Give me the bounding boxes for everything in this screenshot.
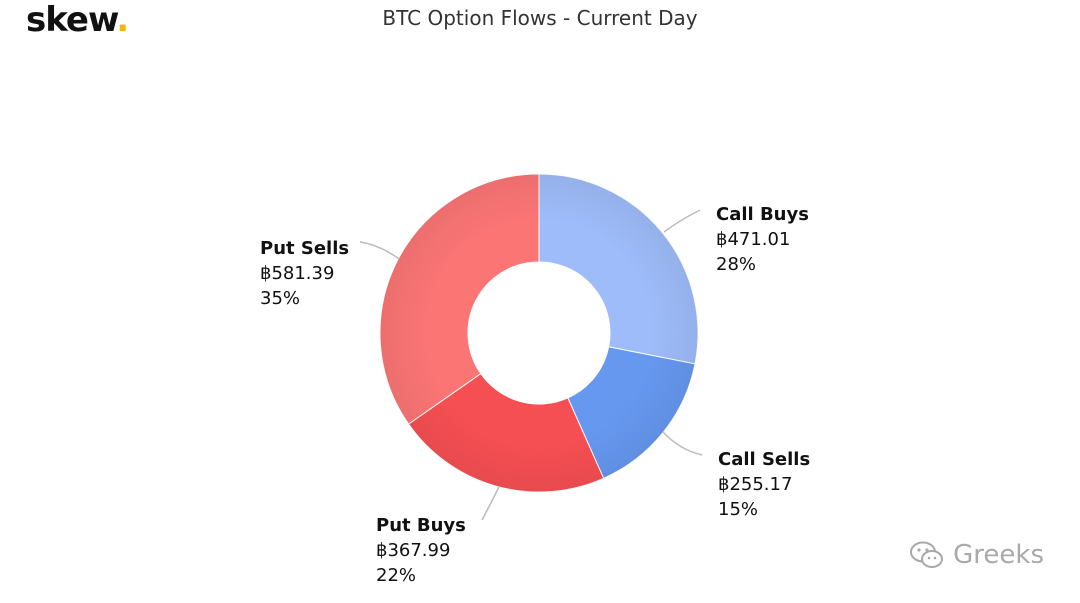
connector-line	[359, 241, 400, 260]
slice-label-value: ฿255.17	[718, 474, 792, 495]
connector-line	[481, 486, 500, 521]
slice-label-percent: 15%	[718, 499, 758, 520]
slice-label-name: Call Buys	[716, 204, 809, 225]
slice-label-name: Put Sells	[260, 238, 349, 259]
donut-slices	[379, 173, 699, 493]
label-connectors	[359, 209, 703, 521]
slice-label-value: ฿471.01	[716, 229, 790, 250]
slice-label-value: ฿581.39	[260, 263, 334, 284]
donut-hole	[468, 262, 610, 404]
slice-labels: Call Buys ฿471.01 28% Call Sells ฿255.17 15% P…	[260, 204, 810, 586]
slice-label-percent: 35%	[260, 288, 300, 309]
logo-dot: .	[116, 0, 129, 40]
connector-line	[663, 209, 701, 233]
watermark: Greeks	[909, 540, 1044, 570]
wechat-icon	[910, 541, 944, 568]
slice-label-percent: 22%	[376, 565, 416, 586]
connector-line	[662, 431, 703, 456]
slice-label-name: Put Buys	[376, 515, 466, 536]
logo-text: skew	[26, 0, 117, 40]
slice-label-name: Call Sells	[718, 449, 810, 470]
slice-label-value: ฿367.99	[376, 540, 450, 561]
slice-label-percent: 28%	[716, 254, 756, 275]
watermark-text: Greeks	[953, 540, 1044, 570]
chart-title: BTC Option Flows - Current Day	[382, 6, 698, 30]
skew-logo: skew.	[26, 0, 129, 40]
